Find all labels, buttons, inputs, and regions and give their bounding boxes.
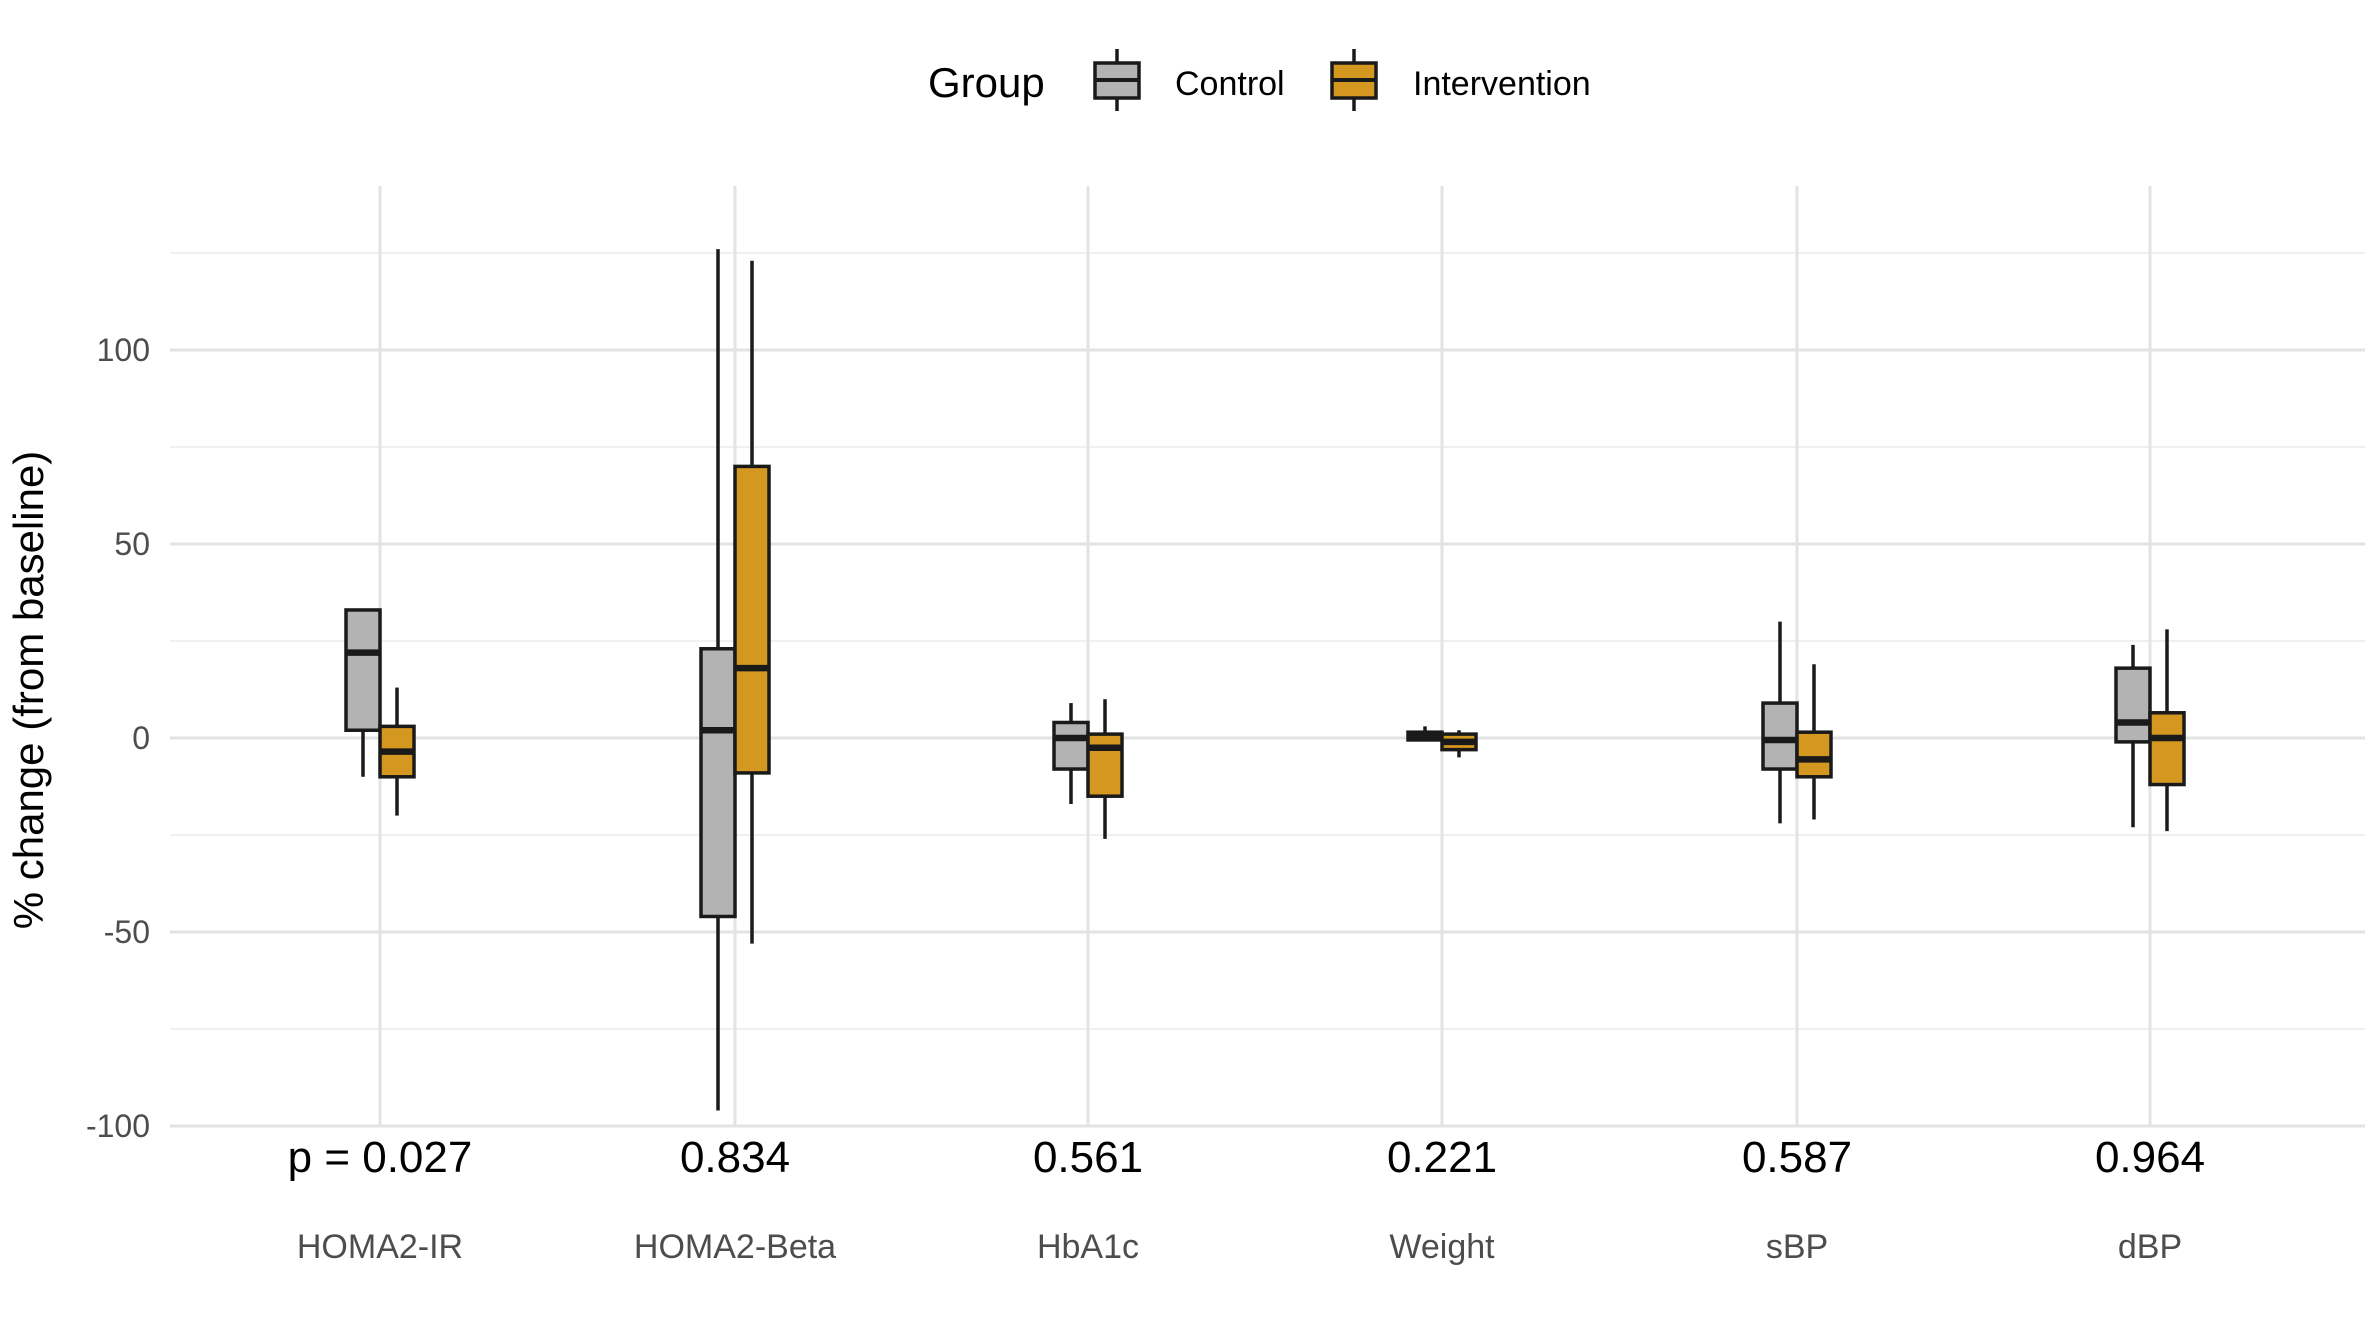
legend-title: Group	[928, 59, 1045, 106]
y-tick-label: 0	[132, 720, 150, 756]
box-intervention-homa2-ir	[378, 687, 416, 816]
p-value-label: 0.964	[2095, 1133, 2205, 1182]
p-value-label: 0.561	[1033, 1133, 1143, 1182]
y-axis-title: % change (from baseline)	[5, 451, 52, 930]
legend-key-intervention	[1330, 49, 1378, 111]
legend-label-intervention: Intervention	[1413, 65, 1591, 103]
p-value-label: 0.587	[1742, 1133, 1852, 1182]
legend-label-control: Control	[1175, 65, 1285, 103]
box-control-homa2-beta	[699, 249, 737, 1111]
y-tick-label: -100	[86, 1108, 150, 1144]
x-tick-labels: HOMA2-IR HOMA2-Beta HbA1c Weight sBP dBP	[297, 1228, 2182, 1266]
y-tick-label: -50	[104, 914, 150, 950]
legend: Group Control Intervention	[928, 49, 1591, 111]
box-intervention-sbp	[1795, 664, 1833, 820]
box-body	[1052, 720, 1090, 771]
legend-key-control	[1093, 49, 1141, 111]
p-value-label: 0.221	[1387, 1133, 1497, 1182]
box-control-dbp	[2114, 644, 2152, 828]
box-control-sbp	[1761, 621, 1799, 824]
p-value-label: 0.834	[680, 1133, 790, 1182]
p-value-labels: p = 0.027 0.834 0.561 0.221 0.587 0.964	[288, 1133, 2205, 1182]
box-intervention-homa2-beta	[733, 260, 771, 944]
y-tick-label: 100	[97, 332, 150, 368]
x-tick-label: HOMA2-IR	[297, 1228, 463, 1266]
box-body	[1086, 732, 1124, 798]
x-tick-label: dBP	[2118, 1228, 2182, 1266]
box-intervention-dbp	[2148, 629, 2186, 832]
x-tick-label: HbA1c	[1037, 1228, 1139, 1266]
box-body	[1795, 730, 1833, 779]
grid-lines	[170, 186, 2365, 1128]
box-body	[733, 464, 771, 775]
box-body	[2114, 666, 2152, 744]
box-body	[344, 608, 382, 732]
box-body	[1761, 701, 1799, 771]
y-tick-label: 50	[114, 526, 150, 562]
x-tick-label: sBP	[1766, 1228, 1828, 1266]
box-intervention-hba1c	[1086, 699, 1124, 839]
box-body	[2148, 711, 2186, 787]
box-layer	[344, 249, 2186, 1111]
box-control-weight	[1406, 726, 1444, 742]
box-control-homa2-ir	[344, 608, 382, 777]
p-value-label: p = 0.027	[288, 1133, 473, 1182]
box-intervention-weight	[1440, 730, 1478, 758]
box-body	[699, 647, 737, 919]
x-tick-label: HOMA2-Beta	[634, 1228, 836, 1266]
box-control-hba1c	[1052, 703, 1090, 804]
y-tick-labels: -100 -50 0 50 100	[86, 332, 150, 1144]
x-tick-label: Weight	[1389, 1228, 1495, 1266]
